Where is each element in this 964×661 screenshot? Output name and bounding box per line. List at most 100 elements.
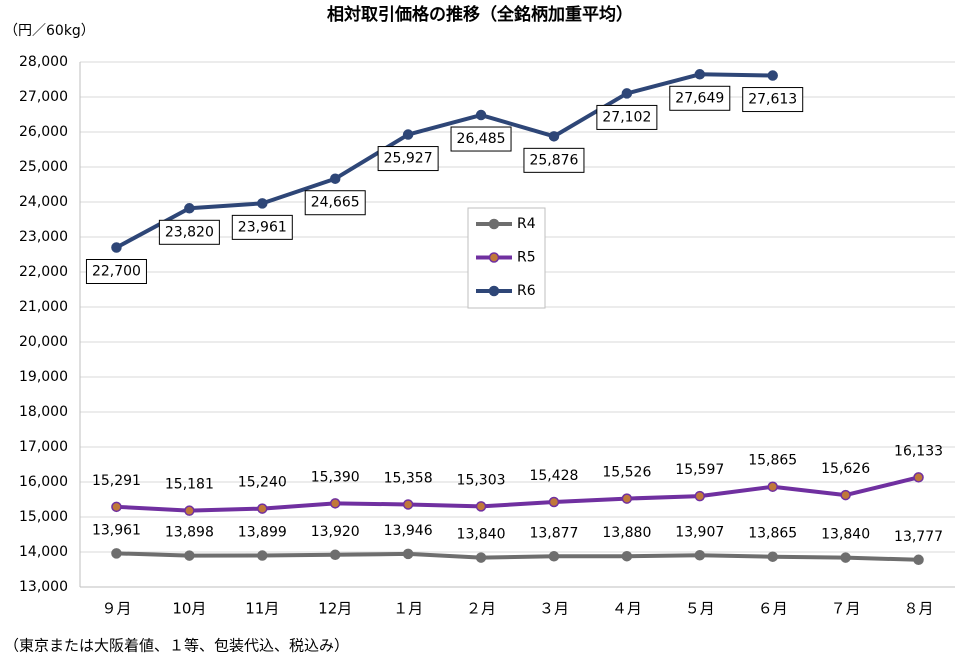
value-label: 22,700 [92, 264, 141, 280]
value-label: 15,181 [165, 477, 214, 493]
data-point [475, 501, 487, 512]
value-label: 13,961 [92, 522, 141, 538]
value-label-box [596, 104, 658, 130]
data-point [184, 203, 195, 214]
value-label: 15,358 [384, 470, 433, 486]
y-tick-label: 20,000 [19, 334, 68, 350]
value-label: 13,880 [602, 525, 651, 541]
legend-label: R4 [517, 216, 536, 232]
y-tick-label: 28,000 [19, 54, 68, 70]
value-label: 15,291 [92, 473, 141, 489]
y-tick-label: 13,000 [19, 579, 68, 595]
data-point [402, 548, 414, 560]
data-point [767, 551, 778, 562]
value-label: 13,898 [165, 525, 214, 541]
data-point [475, 552, 487, 563]
legend-marker [488, 285, 500, 297]
legend-marker [488, 218, 500, 230]
value-label: 15,240 [238, 475, 287, 491]
value-label: 13,840 [457, 527, 506, 543]
x-tick-label: ２月 [466, 600, 496, 618]
value-label: 15,865 [748, 453, 797, 469]
value-label-box [377, 146, 439, 172]
value-label: 13,777 [894, 529, 943, 545]
y-tick-label: 16,000 [19, 474, 68, 490]
data-point [548, 496, 560, 508]
y-tick-label: 27,000 [19, 89, 68, 105]
x-tick-label: ５月 [685, 600, 715, 618]
value-label: 24,665 [311, 195, 360, 211]
data-point [694, 550, 706, 561]
value-label: 13,899 [238, 525, 287, 541]
value-label: 15,626 [821, 461, 870, 477]
y-tick-label: 14,000 [19, 544, 68, 560]
y-tick-label: 25,000 [19, 159, 68, 175]
value-label: 13,865 [748, 526, 797, 542]
series-line [116, 475, 920, 513]
value-label: 15,428 [529, 468, 578, 484]
data-point [184, 505, 195, 516]
y-tick-label: 23,000 [19, 229, 68, 245]
value-label: 25,876 [529, 152, 578, 168]
value-label-box [742, 87, 804, 113]
y-tick-label: 19,000 [19, 369, 68, 385]
data-point [767, 70, 778, 81]
series-line [115, 72, 773, 250]
data-point [111, 501, 122, 513]
data-point [257, 503, 268, 514]
footnote: （東京または大阪着値、１等、包装代込、税込み） [4, 637, 349, 655]
y-axis-label: （円／60kg） [4, 23, 95, 39]
value-label: 27,102 [602, 109, 651, 125]
data-point [402, 499, 414, 510]
value-label: 15,390 [311, 469, 360, 485]
value-label: 13,877 [529, 525, 578, 541]
data-point [694, 490, 706, 502]
data-point [913, 472, 924, 483]
value-label: 23,961 [238, 219, 287, 235]
data-point [548, 551, 560, 562]
data-point [840, 552, 851, 563]
value-label-box [158, 219, 220, 245]
x-tick-label: １月 [393, 600, 423, 618]
data-point [767, 481, 778, 492]
legend-marker [488, 252, 500, 263]
data-point [257, 550, 268, 561]
value-label: 13,840 [821, 527, 870, 543]
legend-label: R5 [517, 250, 536, 266]
data-point [184, 550, 195, 561]
data-point [257, 198, 268, 209]
value-label: 27,649 [675, 90, 724, 106]
data-point [913, 554, 924, 566]
y-tick-label: 18,000 [19, 404, 68, 420]
x-tick-label: ６月 [758, 600, 788, 618]
value-label: 16,133 [894, 443, 943, 459]
data-point [111, 242, 122, 253]
value-label-box [85, 259, 147, 284]
x-tick-label: ９月 [101, 600, 131, 618]
value-label: 25,927 [384, 151, 433, 167]
y-tick-label: 21,000 [19, 299, 68, 315]
chart-title: 相対取引価格の推移（全銘柄加重平均） [327, 4, 633, 25]
data-point [475, 109, 487, 121]
value-label: 15,303 [457, 472, 506, 488]
value-label-box [304, 190, 366, 216]
value-label: 23,820 [165, 224, 214, 240]
data-point [840, 489, 851, 501]
data-point [111, 548, 122, 559]
value-label-box [450, 126, 512, 152]
data-point [621, 88, 633, 99]
x-tick-label: ３月 [539, 600, 569, 618]
y-tick-label: 24,000 [19, 194, 68, 210]
data-point [329, 549, 341, 561]
value-label-box [231, 214, 293, 240]
value-label: 27,613 [748, 92, 797, 108]
data-point [621, 493, 633, 504]
y-tick-label: 22,000 [19, 264, 68, 280]
value-label: 15,526 [602, 465, 651, 481]
y-tick-label: 17,000 [19, 439, 68, 455]
x-tick-label: 10月 [172, 600, 206, 618]
data-point [694, 69, 706, 80]
data-point [548, 131, 560, 142]
x-tick-label: 11月 [245, 600, 279, 618]
